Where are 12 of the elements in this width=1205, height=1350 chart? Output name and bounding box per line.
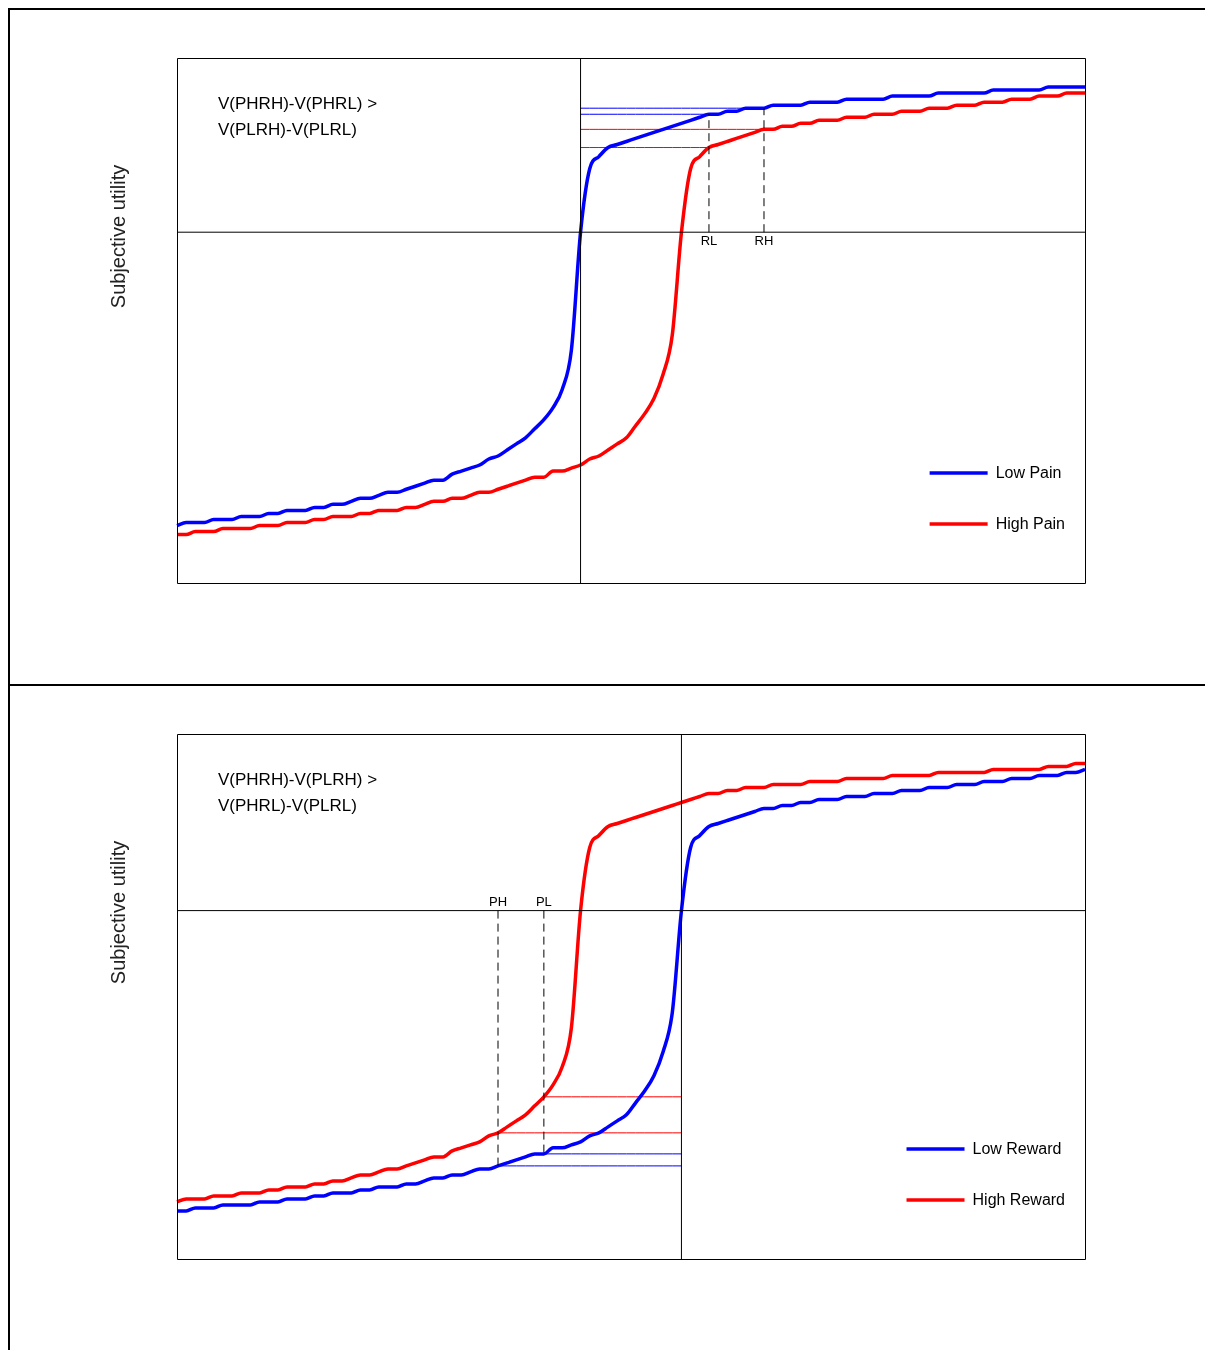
text: V(PHRH)-V(PHRL) > V(PLRH)-V(PLRL) (218, 94, 378, 139)
text: V(PHRH)-V(PLRH) > V(PHRL)-V(PLRL) (218, 770, 378, 815)
legend-label: High Pain (995, 515, 1065, 533)
annotation: RL (700, 233, 718, 249)
legend-label: High Reward (972, 1191, 1065, 1209)
y-axis-title: Subjective utility (106, 840, 129, 985)
legend-label: Low Pain (995, 464, 1062, 482)
y-axis-title: Subjective utility (106, 164, 129, 309)
annotation: PH (488, 893, 508, 909)
annotation: RH (754, 233, 774, 249)
legend-label: Low Reward (972, 1140, 1062, 1158)
annotation: PL (535, 893, 552, 909)
